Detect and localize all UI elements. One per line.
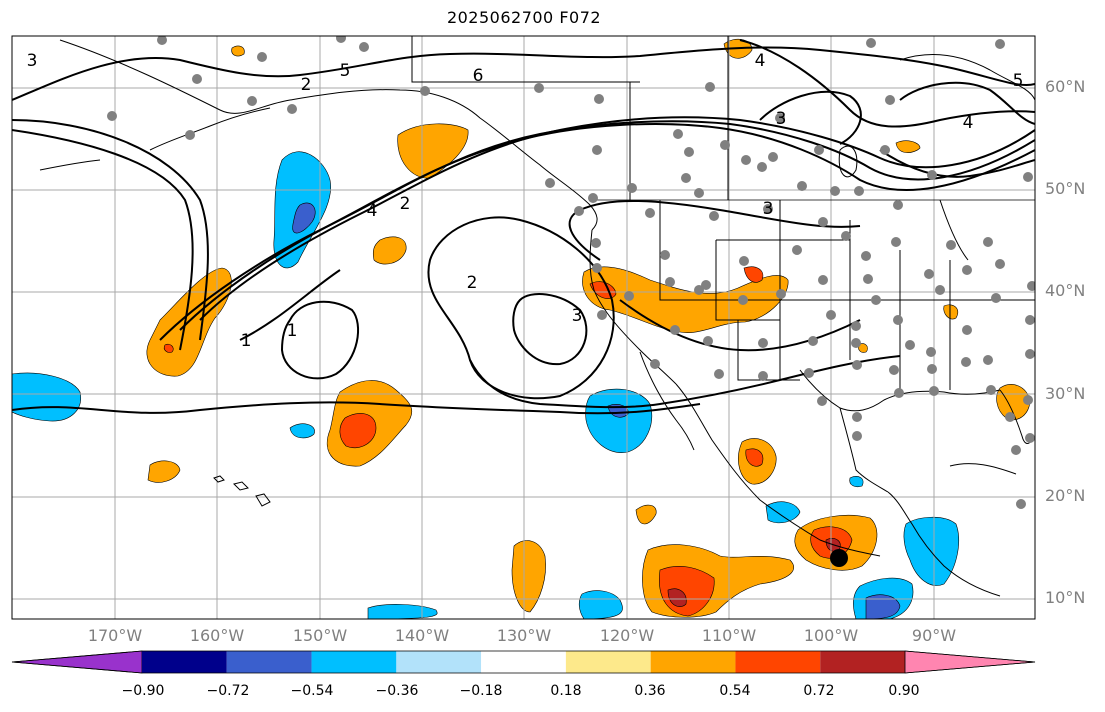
contour-labels: 3 2 5 6 4 3 4 5 2 4 2 3 1 1 3 bbox=[27, 51, 1024, 351]
colorbar-tick-label: −0.90 bbox=[121, 683, 165, 699]
colorbar-segment bbox=[481, 651, 566, 673]
colorbar-tick-label: −0.36 bbox=[375, 683, 419, 699]
colorbar-segment bbox=[226, 651, 312, 673]
colorbar bbox=[11, 650, 1036, 674]
lon-label: 90°W bbox=[911, 626, 957, 645]
colorbar-segment bbox=[396, 651, 482, 673]
lat-label: 20°N bbox=[1045, 486, 1086, 505]
contour-label: 4 bbox=[755, 51, 766, 71]
gridlines bbox=[12, 36, 1035, 619]
colorbar-segment bbox=[650, 651, 736, 673]
lat-label: 30°N bbox=[1045, 384, 1086, 403]
colorbar-tick-label: −0.18 bbox=[459, 683, 503, 699]
contour-label: 3 bbox=[776, 109, 787, 129]
lat-label: 40°N bbox=[1045, 281, 1086, 300]
lon-label: 160°W bbox=[189, 626, 245, 645]
colorbar-tick-label: 0.72 bbox=[803, 683, 835, 699]
lat-label: 60°N bbox=[1045, 77, 1086, 96]
coastlines bbox=[39, 36, 1035, 597]
colorbar-segment bbox=[142, 651, 227, 673]
contour-label: 2 bbox=[301, 75, 312, 95]
storm-marker bbox=[830, 549, 848, 567]
map-frame bbox=[11, 35, 1036, 620]
contour-label: 5 bbox=[1013, 71, 1024, 91]
colorbar-extend-low bbox=[11, 650, 143, 674]
lon-label: 130°W bbox=[496, 626, 552, 645]
contour-label: 1 bbox=[241, 331, 252, 351]
colorbar-tick-label: 0.54 bbox=[719, 683, 751, 699]
contour-label: 6 bbox=[473, 66, 484, 86]
contour-label: 3 bbox=[763, 199, 774, 219]
contour-label: 3 bbox=[27, 51, 38, 71]
contour-label: 1 bbox=[287, 321, 298, 341]
colorbar-tick-label: 0.36 bbox=[634, 683, 666, 699]
contour-label: 4 bbox=[367, 201, 378, 221]
colorbar-tick-label: −0.54 bbox=[290, 683, 334, 699]
map-title: 2025062700 F072 bbox=[446, 8, 602, 27]
lon-label: 140°W bbox=[394, 626, 450, 645]
colorbar-segment bbox=[565, 651, 651, 673]
station-dots bbox=[107, 36, 1035, 509]
contour-label: 2 bbox=[400, 194, 411, 214]
lon-label: 110°W bbox=[701, 626, 757, 645]
contour-lines bbox=[12, 39, 1035, 415]
colorbar-outline bbox=[11, 650, 1036, 674]
colorbar-segment bbox=[735, 651, 821, 673]
colorbar-tick-label: −0.72 bbox=[206, 683, 250, 699]
contour-label: 4 bbox=[963, 113, 974, 133]
lon-label: 120°W bbox=[599, 626, 655, 645]
lon-label: 150°W bbox=[292, 626, 348, 645]
anomaly-shading bbox=[12, 38, 1031, 619]
lon-label: 100°W bbox=[803, 626, 859, 645]
lat-label: 50°N bbox=[1045, 179, 1086, 198]
lon-label: 170°W bbox=[87, 626, 143, 645]
lat-label: 10°N bbox=[1045, 588, 1086, 607]
colorbar-tick-label: 0.90 bbox=[888, 683, 920, 699]
contour-label: 5 bbox=[340, 61, 351, 81]
colorbar-extend-high bbox=[904, 650, 1036, 674]
colorbar-tick-label: 0.18 bbox=[550, 683, 582, 699]
contour-label: 3 bbox=[572, 306, 583, 326]
contour-label: 2 bbox=[467, 273, 478, 293]
colorbar-segment bbox=[820, 651, 905, 673]
colorbar-segment bbox=[311, 651, 397, 673]
